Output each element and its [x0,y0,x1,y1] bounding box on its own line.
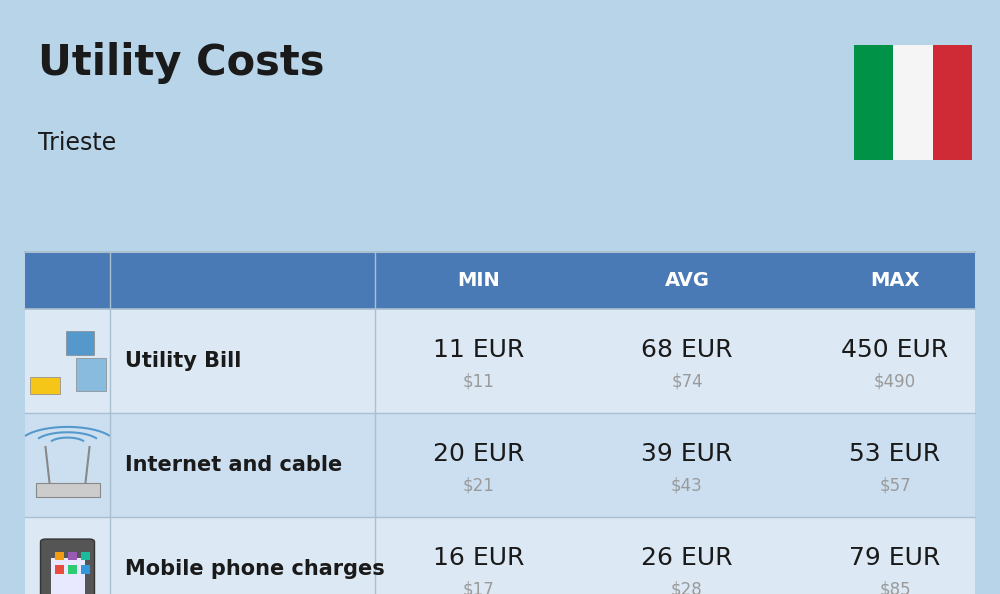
Text: 79 EUR: 79 EUR [849,546,941,570]
Text: 39 EUR: 39 EUR [641,443,733,466]
Bar [66,331,94,355]
Text: Trieste: Trieste [38,131,116,154]
Text: $74: $74 [671,372,703,391]
Text: $43: $43 [671,476,703,495]
Text: 53 EUR: 53 EUR [849,443,941,466]
Text: Utility Bill: Utility Bill [125,351,241,371]
Text: $490: $490 [874,372,916,391]
Text: $85: $85 [879,580,911,594]
Bar [68,551,76,560]
Text: $28: $28 [671,580,703,594]
Text: MAX: MAX [870,271,920,290]
Bar [933,45,972,160]
Bar [50,558,84,594]
Text: AVG: AVG [664,271,710,290]
Text: 20 EUR: 20 EUR [433,443,525,466]
Text: Internet and cable: Internet and cable [125,455,342,475]
FancyBboxPatch shape [41,539,94,594]
Bar [36,482,100,498]
Bar [30,377,60,394]
Text: $21: $21 [463,476,495,495]
Bar [55,564,64,573]
Text: 68 EUR: 68 EUR [641,339,733,362]
Bar [25,309,975,413]
Text: Mobile phone charges: Mobile phone charges [125,559,385,579]
Bar [25,252,975,309]
Text: $57: $57 [879,476,911,495]
Text: MIN: MIN [458,271,500,290]
Bar [893,45,933,160]
Bar [55,551,64,560]
Text: 26 EUR: 26 EUR [641,546,733,570]
Text: $11: $11 [463,372,495,391]
Text: Utility Costs: Utility Costs [38,42,324,84]
Text: 11 EUR: 11 EUR [433,339,525,362]
Bar [80,551,90,560]
Bar [25,517,975,594]
Bar [854,45,893,160]
Text: $17: $17 [463,580,495,594]
Bar [76,358,106,391]
Bar [68,564,76,573]
Text: 450 EUR: 450 EUR [841,339,949,362]
Text: 16 EUR: 16 EUR [433,546,525,570]
Bar [25,413,975,517]
Bar [80,564,90,573]
